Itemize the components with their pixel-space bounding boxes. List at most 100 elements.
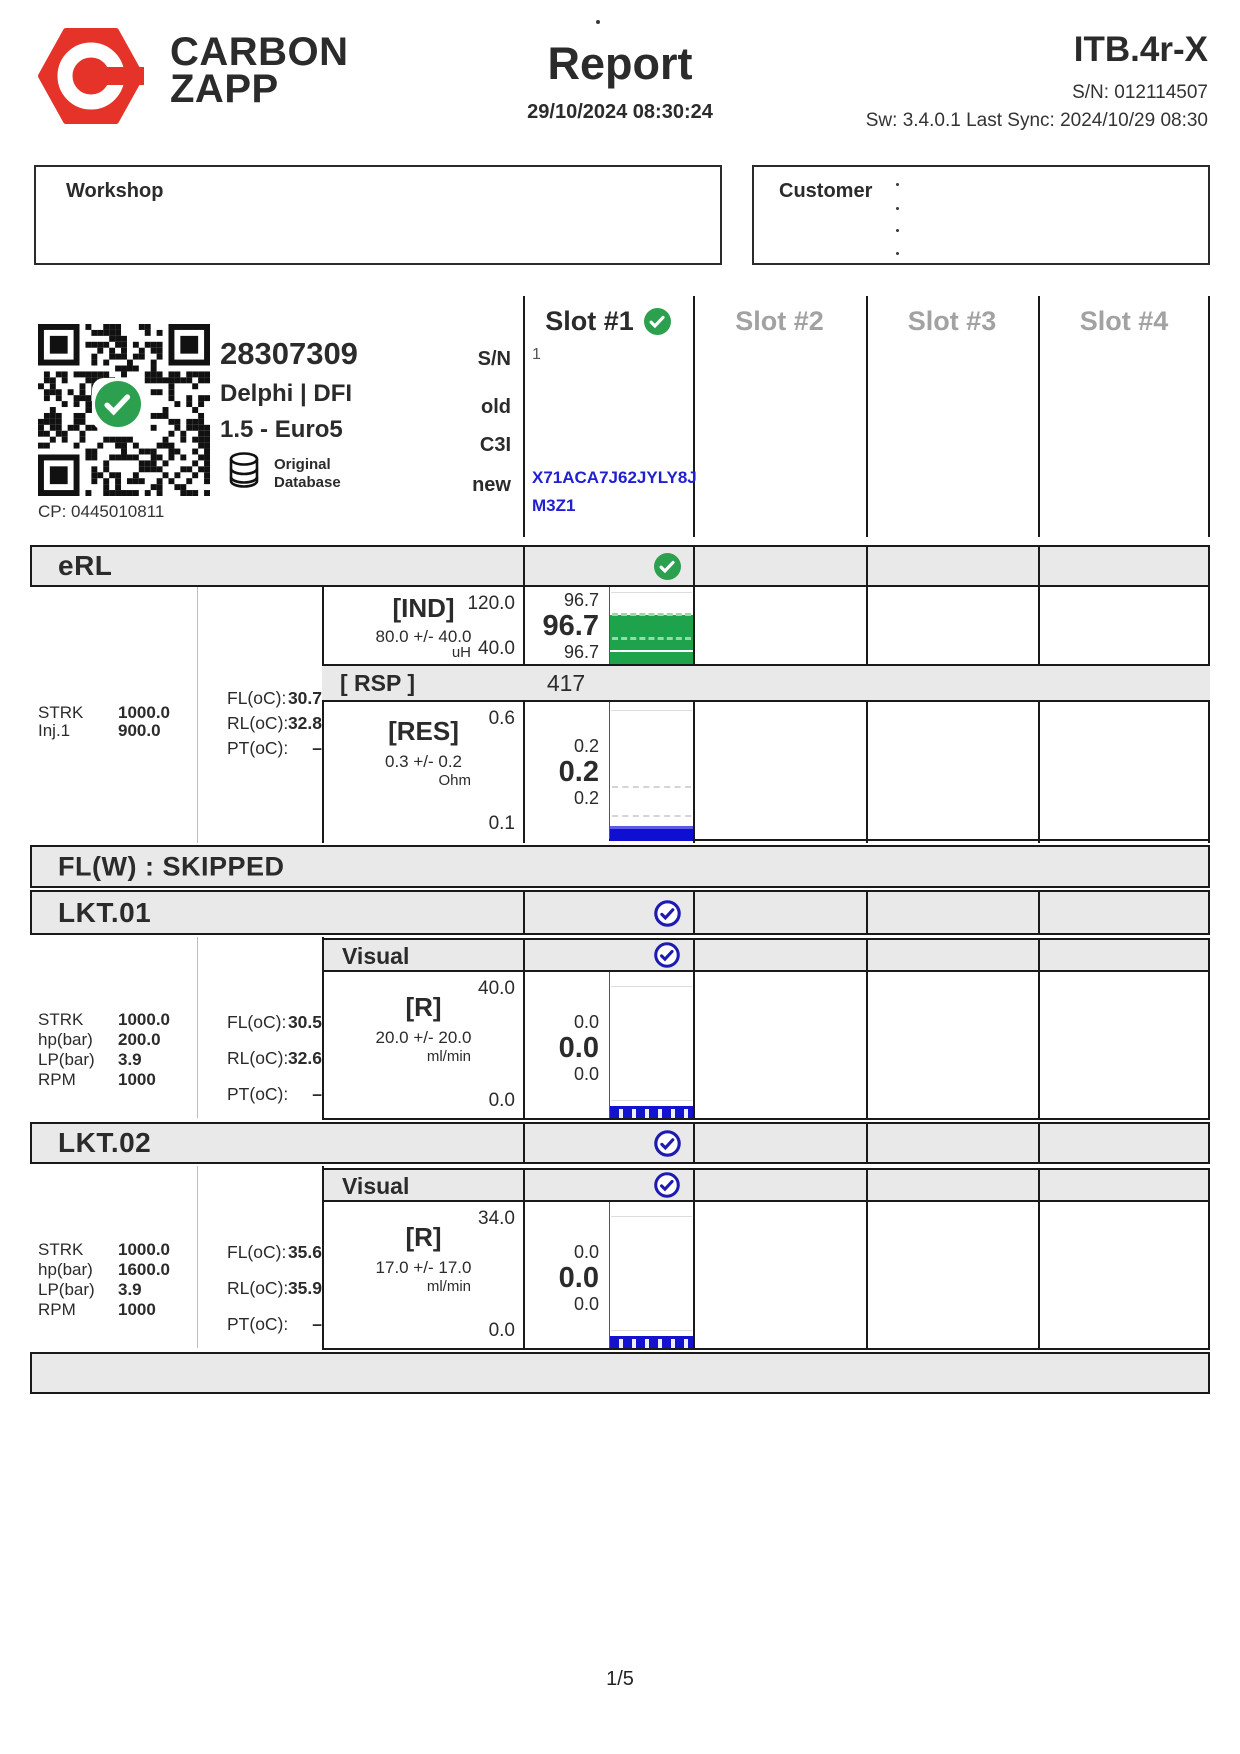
temp-value: 30.5 <box>287 1012 322 1032</box>
qr-pass-badge <box>92 378 144 430</box>
temp-value: 32.8 <box>287 713 322 733</box>
column-divider <box>693 1168 695 1348</box>
column-divider <box>523 296 525 537</box>
temp-value: – <box>312 738 322 758</box>
device-sw-sync: Sw: 3.4.0.1 Last Sync: 2024/10/29 08:30 <box>865 110 1208 131</box>
temp-value: 35.9 <box>287 1278 322 1298</box>
customer-label: Customer <box>779 180 873 202</box>
r-spec: 20.0 +/- 20.0 <box>375 1028 472 1047</box>
column-divider <box>1208 1168 1210 1348</box>
temp-key: PT(oC): <box>227 1314 289 1334</box>
temp-row: RL(oC): 32.6 <box>227 1048 322 1069</box>
lkt01-band: LKT.01 <box>30 890 1210 935</box>
ind-slot4-cell <box>1040 587 1208 664</box>
section-erl: eRL STRK 1000.0 Inj.1 900.0 <box>30 545 1210 843</box>
brand-line2: ZAPP <box>170 67 279 111</box>
res-bar-graph <box>610 702 693 841</box>
param-value: 200.0 <box>118 1030 161 1049</box>
param-key: STRK <box>38 703 84 722</box>
graph-gridline <box>611 1330 692 1331</box>
param-row: hp(bar) 1600.0 <box>38 1260 1206 1280</box>
section-bottom-rule <box>322 839 1210 841</box>
res-unit: Ohm <box>438 772 471 789</box>
params-divider <box>197 1166 198 1348</box>
ind-slot2-cell <box>695 587 866 664</box>
param-row: STRK 1000.0 <box>38 703 1206 723</box>
report-datetime: 29/10/2024 08:30:24 <box>527 101 713 123</box>
slot1-header: Slot #1 <box>523 306 693 337</box>
ind-value-main: 96.7 <box>542 610 599 642</box>
flw-title: FL(W) : SKIPPED <box>58 851 285 881</box>
injector-brand-type: Delphi | DFI <box>220 380 353 407</box>
header: CARBON ZAPP Report 29/10/2024 08:30:24 I… <box>0 0 1240 140</box>
column-divider <box>693 587 695 843</box>
band-divider <box>866 547 868 585</box>
r-test-cell: 34.0 [R] 17.0 +/- 17.0 ml/min 0.0 <box>324 1202 523 1348</box>
column-divider <box>693 296 695 537</box>
temp-row: PT(oC): – <box>227 1314 322 1335</box>
r-blue-dashed-bar <box>610 1109 693 1118</box>
ind-target-dash <box>612 637 691 640</box>
param-key: STRK <box>38 1010 84 1029</box>
graph-gridline <box>611 592 692 593</box>
workshop-box: Workshop <box>34 165 722 265</box>
param-value: 1000.0 <box>118 703 170 722</box>
r-max: 34.0 <box>478 1208 515 1229</box>
param-key: LP(bar) <box>38 1050 95 1069</box>
param-row: Inj.1 900.0 <box>38 721 1206 741</box>
r-value-cell: 0.0 0.0 0.0 <box>525 1202 609 1348</box>
temp-value: 35.6 <box>287 1242 322 1262</box>
blue-check-icon <box>654 942 680 968</box>
r-max: 40.0 <box>478 978 515 999</box>
r-value-bottom: 0.0 <box>573 1064 599 1084</box>
slot1-new-code: X71ACA7J62JYLY8J M3Z1 <box>532 464 697 520</box>
slot2-header: Slot #2 <box>735 306 824 336</box>
slot1-label: Slot #1 <box>545 306 634 336</box>
column-divider <box>322 937 324 1118</box>
param-key: LP(bar) <box>38 1280 95 1299</box>
band-divider <box>693 547 695 585</box>
params-divider <box>197 937 198 1118</box>
section-bottom-rule <box>322 1118 1210 1120</box>
lkt01-visual-band: Visual <box>322 938 1210 972</box>
res-blue-bar-edge <box>610 826 693 829</box>
customer-dot <box>896 252 899 255</box>
param-row: STRK 1000.0 <box>38 1010 1206 1030</box>
pass-check-icon <box>654 553 681 580</box>
temp-key: FL(oC): <box>227 688 287 708</box>
section-bottom-rule <box>322 1348 1210 1350</box>
band-divider <box>523 1124 525 1162</box>
r-min: 0.0 <box>488 1090 515 1111</box>
band-divider <box>523 1170 525 1200</box>
r-spec: 17.0 +/- 17.0 <box>375 1258 472 1277</box>
param-key: hp(bar) <box>38 1030 93 1049</box>
param-value: 1000.0 <box>118 1010 170 1029</box>
band-divider <box>523 892 525 933</box>
injector-part-number: 28307309 <box>220 336 358 371</box>
param-value: 1600.0 <box>118 1260 170 1279</box>
customer-dot <box>896 183 899 186</box>
column-divider <box>866 296 868 537</box>
blue-check-icon <box>654 1172 680 1198</box>
column-divider <box>523 587 525 843</box>
customer-box: Customer <box>752 165 1210 265</box>
column-divider <box>523 1168 525 1348</box>
temp-key: RL(oC): <box>227 1278 289 1298</box>
r-unit: ml/min <box>426 1278 471 1295</box>
res-label: [RES] <box>388 716 459 746</box>
param-key: hp(bar) <box>38 1260 93 1279</box>
param-row: RPM 1000 <box>38 1300 1206 1320</box>
param-key: RPM <box>38 1070 76 1089</box>
slot-header-region: Slot #1 Slot #2 Slot #3 Slot #4 28307309… <box>30 296 1210 537</box>
temp-row: FL(oC): 30.7 <box>227 688 322 709</box>
param-value: 1000 <box>118 1300 156 1319</box>
res-value-top: 0.2 <box>573 736 599 756</box>
param-row: LP(bar) 3.9 <box>38 1280 1206 1300</box>
temp-row: PT(oC): – <box>227 1084 322 1105</box>
database-label-line2: Database <box>274 474 341 491</box>
band-divider <box>1038 547 1040 585</box>
res-max: 0.6 <box>488 708 515 729</box>
ind-value-bottom: 96.7 <box>563 642 599 662</box>
ind-label: [IND] <box>392 593 455 623</box>
r-value-main: 0.0 <box>558 1032 599 1064</box>
